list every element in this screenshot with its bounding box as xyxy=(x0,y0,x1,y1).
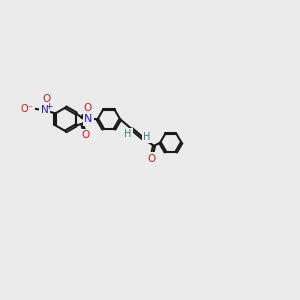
Text: O: O xyxy=(84,103,92,113)
Text: N: N xyxy=(84,114,92,124)
Text: +: + xyxy=(45,102,52,111)
Text: N: N xyxy=(41,105,49,115)
Text: O: O xyxy=(42,94,50,104)
Text: H: H xyxy=(124,129,131,139)
Text: O⁻: O⁻ xyxy=(21,104,33,114)
Text: H: H xyxy=(143,132,151,142)
Text: O: O xyxy=(147,154,156,164)
Text: O: O xyxy=(81,130,90,140)
